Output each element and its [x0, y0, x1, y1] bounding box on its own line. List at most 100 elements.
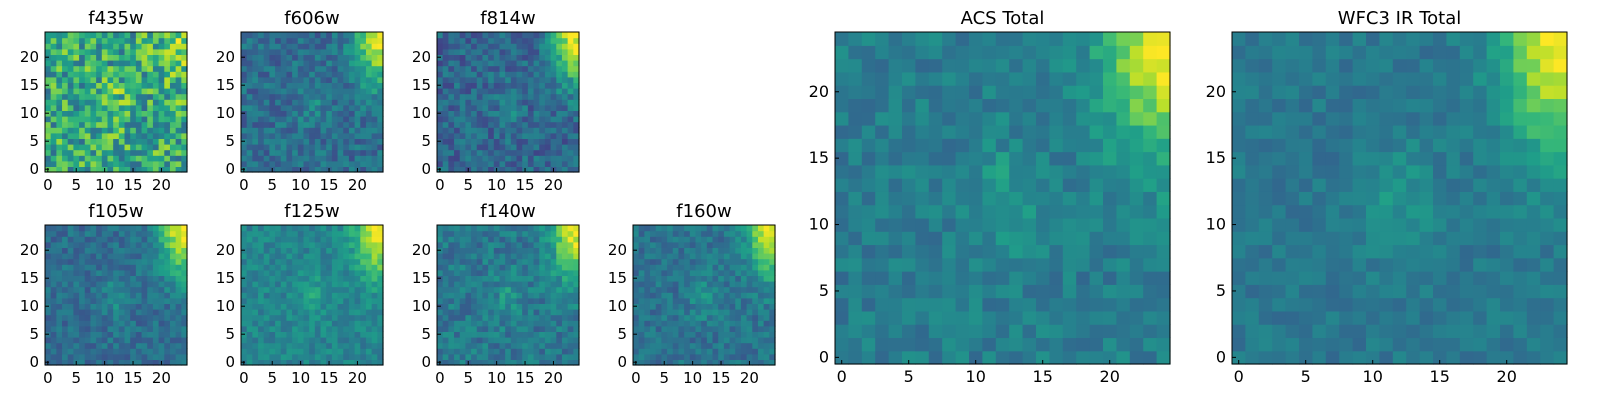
heatmap-cell [348, 331, 356, 338]
heatmap-cell [544, 127, 552, 134]
heatmap-cell [746, 325, 753, 332]
heatmap-cell [181, 303, 188, 310]
x-tick-label: 15 [515, 176, 534, 194]
heatmap-cell [573, 37, 580, 44]
heatmap-cell [56, 325, 63, 332]
heatmap-cell [365, 71, 373, 78]
heatmap-cell [147, 32, 154, 39]
heatmap-cell [718, 309, 725, 316]
heatmap-cell [152, 269, 160, 276]
heatmap-cell [365, 132, 373, 139]
heatmap-cell [348, 138, 356, 145]
heatmap-cell [354, 281, 361, 288]
heatmap-cell [147, 166, 154, 173]
heatmap-cell [158, 320, 165, 327]
heatmap-cell [263, 166, 270, 173]
heatmap-cell [326, 65, 333, 72]
heatmap-cell [510, 253, 518, 260]
heatmap-cell [101, 110, 109, 117]
heatmap-cell [45, 144, 52, 151]
heatmap-cell [62, 264, 69, 271]
heatmap-cell [942, 324, 957, 339]
heatmap-cell [360, 144, 367, 151]
heatmap-cell [56, 297, 63, 304]
heatmap-cell [701, 269, 708, 276]
heatmap-cell [175, 236, 182, 243]
heatmap-cell [573, 286, 580, 293]
x-tick-label: 10 [291, 176, 310, 194]
heatmap-cell [644, 314, 651, 321]
heatmap-cell [655, 292, 662, 299]
heatmap-cell [79, 241, 86, 248]
heatmap-cell [79, 325, 86, 332]
heatmap-cell [1062, 244, 1077, 259]
heatmap-cell [1049, 271, 1064, 285]
heatmap-cell [269, 353, 276, 360]
heatmap-cell [118, 292, 126, 299]
heatmap-cell [141, 149, 148, 156]
heatmap-cell [252, 353, 259, 360]
heatmap-cell [175, 149, 182, 156]
heatmap-cell [147, 138, 154, 145]
heatmap-cell [73, 82, 80, 89]
heatmap-cell [533, 121, 540, 128]
heatmap-cell [124, 325, 131, 332]
heatmap-cell [158, 247, 165, 254]
heatmap-cell [556, 314, 563, 321]
heatmap-cell [348, 155, 356, 162]
heatmap-cell [96, 160, 103, 167]
heatmap-cell [488, 93, 495, 100]
heatmap-cell [902, 257, 916, 272]
heatmap-cell [488, 230, 495, 237]
heatmap-cell [544, 65, 552, 72]
heatmap-cell [252, 65, 259, 72]
heatmap-cell [269, 253, 276, 260]
heatmap-cell [644, 353, 651, 360]
heatmap-cell [348, 99, 356, 106]
heatmap-cell [678, 241, 685, 248]
heatmap-cell [169, 43, 177, 50]
heatmap-cell [476, 331, 484, 338]
heatmap-cell [124, 281, 131, 288]
heatmap-cell [377, 166, 384, 173]
heatmap-cell [757, 281, 765, 288]
heatmap-cell [147, 275, 154, 282]
heatmap-cell [337, 54, 344, 61]
heatmap-cell [297, 331, 305, 338]
heatmap-cell [326, 303, 333, 310]
heatmap-cell [527, 43, 535, 50]
heatmap-cell [573, 320, 580, 327]
heatmap-cell [297, 54, 305, 61]
heatmap-cell [969, 204, 983, 219]
heatmap-cell [544, 342, 552, 349]
heatmap-cell [471, 155, 478, 162]
heatmap-cell [1049, 204, 1064, 219]
heatmap-cell [533, 236, 540, 243]
heatmap-cell [1076, 151, 1091, 166]
heatmap-cell [556, 320, 563, 327]
heatmap-cell [141, 166, 148, 173]
heatmap-cell [740, 348, 748, 355]
heatmap-cell [493, 225, 501, 232]
heatmap-cell [955, 151, 970, 166]
heatmap-cell [735, 314, 742, 321]
heatmap-cell [45, 88, 52, 95]
heatmap-cell [729, 275, 736, 282]
heatmap-cell [73, 253, 80, 260]
heatmap-cell [527, 225, 535, 232]
heatmap-cell [482, 138, 489, 145]
heatmap-cell [655, 359, 662, 366]
heatmap-cell [62, 37, 69, 44]
heatmap-cell [62, 337, 69, 344]
heatmap-cell [454, 359, 461, 366]
heatmap-cell [505, 132, 512, 139]
heatmap-cell [337, 247, 344, 254]
heatmap-cell [1156, 271, 1171, 285]
heatmap-cell [348, 247, 356, 254]
heatmap-cell [527, 121, 535, 128]
heatmap-cell [1009, 231, 1024, 246]
heatmap-cell [297, 309, 305, 316]
heatmap-cell [493, 264, 501, 271]
heatmap-cell [246, 303, 253, 310]
heatmap-cell [303, 258, 310, 265]
